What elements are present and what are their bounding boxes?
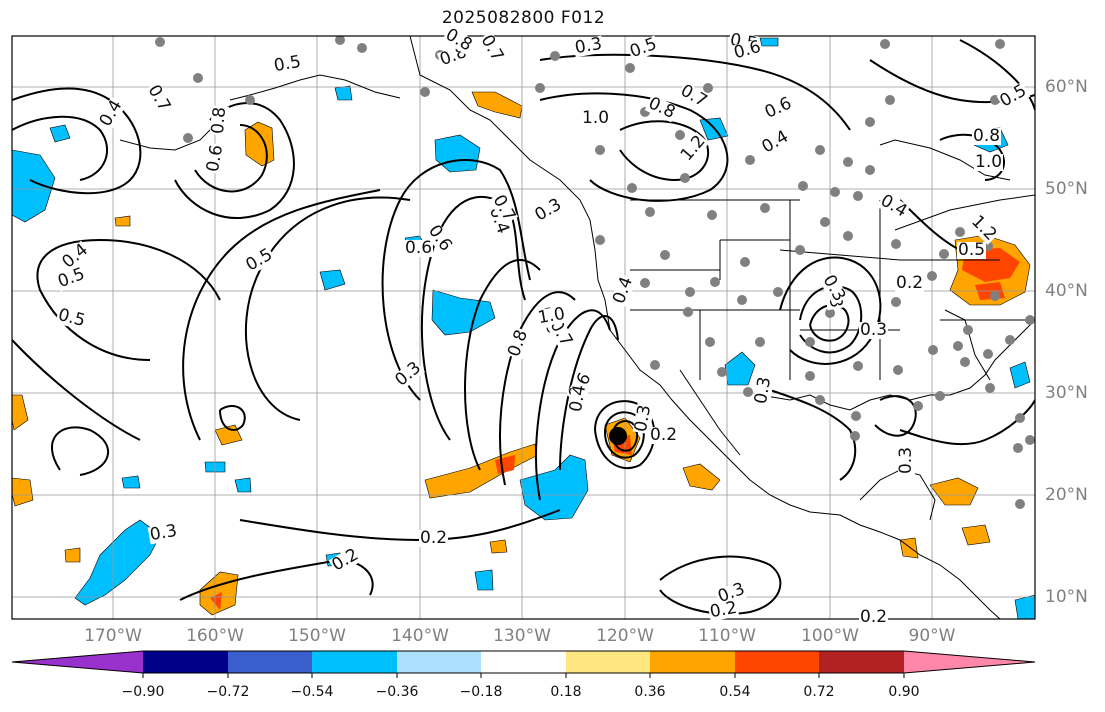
colorbar-tick-label: 0.54 bbox=[719, 684, 751, 700]
contour-label: 0.8 bbox=[207, 105, 231, 136]
chart-title: 2025082800 F012 bbox=[441, 8, 606, 28]
colorbar-segment bbox=[143, 651, 228, 673]
contour-label: 0.2 bbox=[649, 425, 679, 445]
colorbar-segment bbox=[397, 651, 481, 673]
lon-label-150w: 150°W bbox=[288, 626, 346, 646]
contour-label: 1.0 bbox=[581, 108, 611, 128]
colorbar-tick-label: −0.18 bbox=[459, 684, 503, 700]
contour-label: 0.5 bbox=[957, 240, 987, 260]
contour-label: 1.0 bbox=[535, 303, 568, 329]
colorbar-segment bbox=[904, 651, 1035, 673]
colorbar-tick-label: 0.36 bbox=[634, 684, 666, 700]
lon-label-100w: 100°W bbox=[801, 626, 859, 646]
lat-label-60n: 60°N bbox=[1045, 77, 1088, 97]
contour-label: 0.2 bbox=[859, 607, 889, 627]
lon-label-120w: 120°W bbox=[596, 626, 654, 646]
contour-label: 0.6 bbox=[202, 142, 228, 175]
contour-label: 0.3 bbox=[896, 445, 917, 476]
contour-label: 0.3 bbox=[750, 374, 776, 407]
contour-label: 0.6 bbox=[404, 238, 434, 258]
colorbar-tick-label: −0.36 bbox=[375, 684, 419, 700]
contour-label: 0.3 bbox=[630, 402, 656, 435]
colorbar-segment bbox=[481, 651, 566, 673]
colorbar-tick-label: −0.90 bbox=[121, 684, 165, 700]
colorbar-tick-label: 0.90 bbox=[888, 684, 920, 700]
lon-label-130w: 130°W bbox=[493, 626, 551, 646]
lat-label-30n: 30°N bbox=[1045, 383, 1088, 403]
colorbar-tick-label: −0.72 bbox=[206, 684, 250, 700]
colorbar bbox=[11, 650, 1036, 678]
contour-label: 0.2 bbox=[895, 273, 925, 293]
lat-label-20n: 20°N bbox=[1045, 485, 1088, 505]
lat-label-50n: 50°N bbox=[1045, 179, 1088, 199]
lon-label-110w: 110°W bbox=[698, 626, 756, 646]
lat-label-10n: 10°N bbox=[1045, 587, 1088, 607]
lon-label-160w: 160°W bbox=[186, 626, 244, 646]
contour-label: 0.4 bbox=[565, 382, 591, 415]
colorbar-tick-label: 0.72 bbox=[803, 684, 835, 700]
contour-label: 0.2 bbox=[419, 528, 449, 548]
contour-label: 1.0 bbox=[974, 152, 1004, 172]
colorbar-segment bbox=[819, 651, 904, 673]
colorbar-segment bbox=[228, 651, 312, 673]
positive-anomaly-shading bbox=[12, 91, 1031, 616]
colorbar-segment bbox=[566, 651, 650, 673]
lon-label-170w: 170°W bbox=[84, 626, 142, 646]
lon-label-140w: 140°W bbox=[391, 626, 449, 646]
colorbar-tick-label: −0.54 bbox=[290, 684, 334, 700]
contour-label: 0.5 bbox=[271, 51, 304, 77]
colorbar-segment bbox=[650, 651, 735, 673]
storm-center-marker bbox=[609, 427, 627, 445]
map-frame bbox=[11, 35, 1036, 620]
lat-label-40n: 40°N bbox=[1045, 281, 1088, 301]
lon-label-90w: 90°W bbox=[908, 626, 956, 646]
colorbar-tick-label: 0.18 bbox=[550, 684, 582, 700]
colorbar-segment bbox=[735, 651, 819, 673]
contour-label: 0.3 bbox=[572, 33, 605, 59]
colorbar-segment bbox=[312, 651, 397, 673]
contour-label: 0.8 bbox=[972, 126, 1002, 146]
contour-label: 0.3 bbox=[859, 320, 889, 340]
contour-label: 0.2 bbox=[707, 597, 740, 623]
contour-label: 0.3 bbox=[147, 520, 180, 546]
colorbar-segment bbox=[12, 651, 143, 673]
